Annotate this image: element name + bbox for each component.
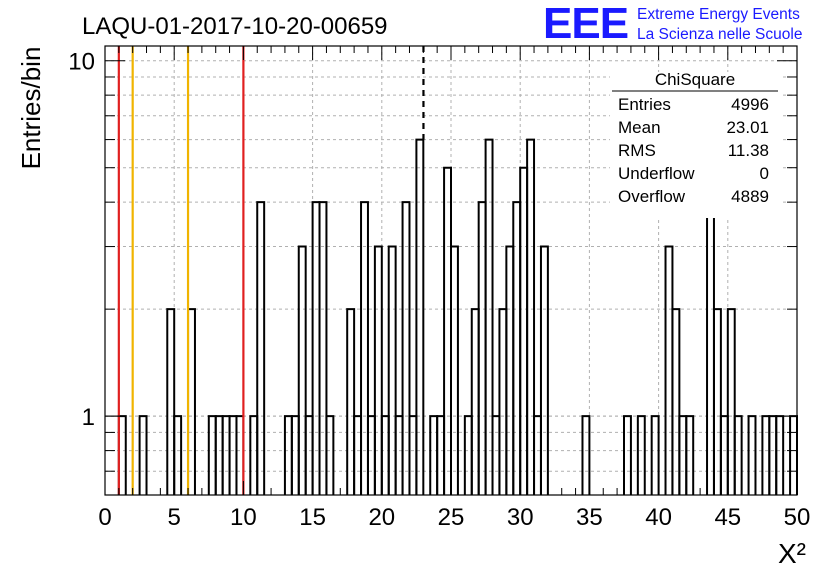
stats-value: 11.38 <box>728 141 769 160</box>
histogram-bin <box>775 415 785 495</box>
histogram-bin <box>415 138 425 495</box>
x-tick-label: 25 <box>438 504 465 531</box>
histogram-bin <box>325 415 335 495</box>
histogram-bin <box>346 308 356 495</box>
histogram-bin <box>581 415 591 495</box>
histogram-bin <box>214 415 224 495</box>
histogram-bin <box>304 415 314 495</box>
y-tick-label: 10 <box>68 49 95 76</box>
histogram-bin <box>290 415 300 495</box>
histogram-bin <box>650 415 660 495</box>
histogram-bin <box>768 415 778 495</box>
histogram-bin <box>636 415 646 495</box>
eee-logo: EEE Extreme Energy Events La Scienza nel… <box>543 0 802 48</box>
histogram-bin <box>318 201 328 495</box>
histogram-bin <box>443 166 452 495</box>
histogram-bin <box>747 415 757 495</box>
y-tick-label: 1 <box>82 404 95 431</box>
histogram-bin <box>484 138 494 495</box>
histogram-bin <box>526 138 536 495</box>
stats-label: Overflow <box>618 187 686 206</box>
stats-box: ChiSquare Entries 4996 Mean 23.01 RMS 11.38 Un… <box>610 70 780 218</box>
histogram-bin <box>228 415 238 495</box>
reference-lines <box>117 46 425 495</box>
logo-mark: EEE <box>543 0 628 48</box>
axis-ticks: 0 5 10 15 20 25 30 35 40 45 50 1 10 <box>68 46 810 531</box>
histogram-bin <box>463 415 473 495</box>
histogram-bin <box>249 415 259 495</box>
x-tick-label: 20 <box>368 504 395 531</box>
histogram-bars <box>117 138 798 495</box>
logo-line-2: La Scienza nelle Scuole <box>637 26 802 43</box>
histogram-bin <box>283 415 293 495</box>
histogram-bin <box>366 415 376 495</box>
histogram-bin <box>297 245 307 495</box>
histogram-bin <box>761 415 771 495</box>
histogram-bin <box>394 415 404 495</box>
stats-box-background <box>610 72 780 218</box>
stats-value: 4996 <box>731 95 769 114</box>
histogram-bin <box>491 415 501 495</box>
x-tick-label: 15 <box>299 504 326 531</box>
histogram-bin <box>166 308 176 495</box>
x-tick-label: 5 <box>168 504 181 531</box>
x-tick-label: 45 <box>714 504 741 531</box>
histogram-bin <box>539 245 549 495</box>
histogram-bin <box>789 415 798 495</box>
histogram-bin <box>505 245 515 495</box>
logo-line-1: Extreme Energy Events <box>637 6 800 23</box>
histogram-bin <box>450 245 459 495</box>
histogram-bin <box>373 245 383 495</box>
histogram-bin <box>678 415 688 495</box>
stats-title: ChiSquare <box>655 70 735 89</box>
x-tick-label: 10 <box>230 504 257 531</box>
histogram-bin <box>623 415 632 495</box>
histogram-bin <box>519 166 529 495</box>
stats-label: RMS <box>618 141 656 160</box>
y-axis-label: Entries/bin <box>16 47 46 170</box>
histogram-bin <box>533 415 542 495</box>
histogram-bin <box>498 308 508 495</box>
histogram-bin <box>436 415 446 495</box>
x-axis-label: X² <box>778 538 806 569</box>
stats-rows: Entries 4996 Mean 23.01 RMS 11.38 Underflow 0 Ov… <box>618 95 769 206</box>
histogram-bin <box>387 245 397 495</box>
histogram-bin <box>429 415 439 495</box>
histogram-bin <box>380 415 390 495</box>
histogram-bin <box>360 201 369 495</box>
histogram-bin <box>719 415 729 495</box>
histogram-bin <box>408 415 418 495</box>
histogram-bin <box>664 245 674 495</box>
x-tick-label: 40 <box>645 504 672 531</box>
chart-title: LAQU-01-2017-10-20-00659 <box>82 13 388 40</box>
histogram-bin <box>733 415 743 495</box>
x-tick-label: 50 <box>784 504 811 531</box>
histogram-bin <box>671 308 681 495</box>
x-tick-label: 30 <box>507 504 534 531</box>
histogram-bin <box>173 415 183 495</box>
histogram-bin <box>685 415 695 495</box>
stats-value: 0 <box>760 164 769 183</box>
stats-label: Underflow <box>618 164 695 183</box>
histogram-bin <box>726 308 736 495</box>
stats-label: Mean <box>618 118 661 137</box>
histogram-bin <box>221 415 231 495</box>
histogram-bin <box>256 201 266 495</box>
stats-label: Entries <box>618 95 671 114</box>
histogram-bin <box>470 308 480 495</box>
histogram-bin <box>712 308 722 495</box>
stats-value: 4889 <box>731 187 769 206</box>
histogram-bin <box>138 415 148 495</box>
x-tick-label: 35 <box>576 504 603 531</box>
stats-value: 23.01 <box>726 118 769 137</box>
x-tick-label: 0 <box>98 504 111 531</box>
histogram-bin <box>401 201 411 495</box>
histogram-bin <box>207 415 217 495</box>
histogram-bin <box>353 415 363 495</box>
